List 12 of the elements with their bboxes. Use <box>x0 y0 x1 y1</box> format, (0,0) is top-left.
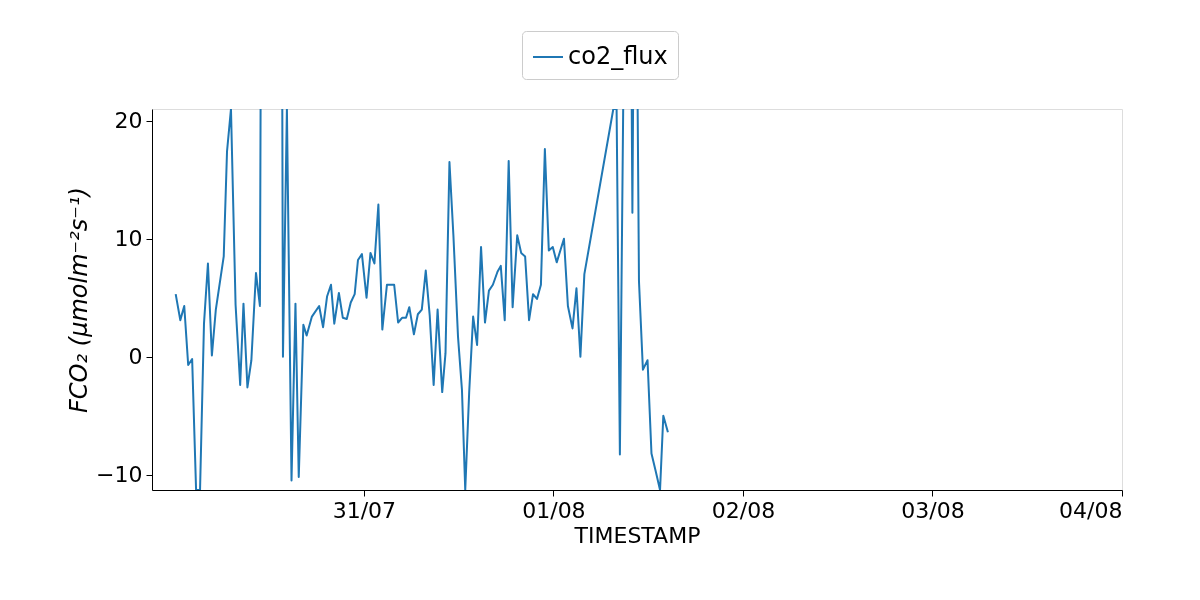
y-tick-label: −10 <box>96 462 143 488</box>
legend-label: co2_flux <box>568 42 668 70</box>
x-axis-title: TIMESTAMP <box>573 522 701 548</box>
x-tick-label: 03/08 <box>901 497 965 523</box>
y-tick-label: 0 <box>128 344 143 370</box>
x-tick-label: 01/08 <box>522 497 586 523</box>
y-tick-label: 20 <box>114 108 143 134</box>
x-tick-label: 04/08 <box>1059 497 1123 523</box>
y-tick-label: 10 <box>114 226 143 252</box>
x-tick-label: 02/08 <box>711 497 776 523</box>
y-axis-title: FCO₂ (µmolm⁻²s⁻¹) <box>65 187 94 413</box>
x-tick-label: 31/07 <box>332 497 397 523</box>
